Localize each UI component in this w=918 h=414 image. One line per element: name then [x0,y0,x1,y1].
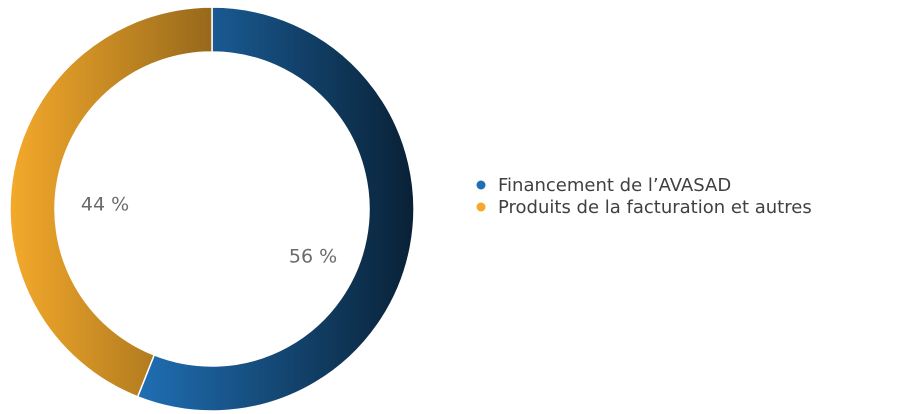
donut-segment [9,6,213,398]
legend-label: Produits de la facturation et autres [498,197,812,218]
legend-marker [476,202,486,212]
legend-label: Financement de l’AVASAD [498,175,731,196]
donut-segment [136,6,415,412]
data-label: 56 % [289,246,337,268]
data-label: 44 % [81,194,129,216]
legend-marker [476,180,486,190]
